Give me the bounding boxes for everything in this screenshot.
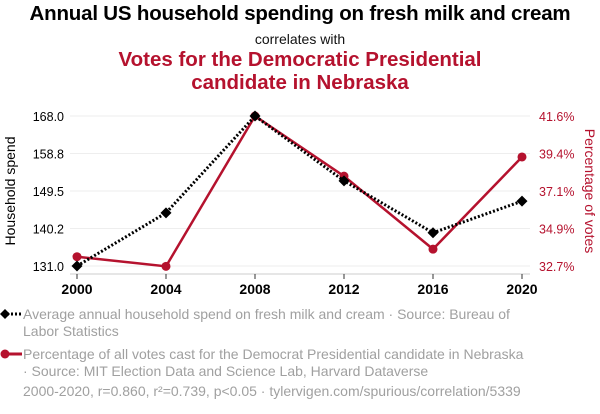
legend-text-percentage-votes: Percentage of all votes cast for the Dem…	[23, 346, 563, 380]
left-axis-ticks: 131.0 140.2 149.5 158.8 168.0	[33, 110, 64, 274]
chart-title-secondary-line1: Votes for the Democratic Presidential	[118, 48, 482, 71]
series-group	[71, 110, 528, 272]
right-axis-ticks: 32.7% 34.9% 37.1% 39.4% 41.6%	[539, 110, 574, 274]
left-tick-label: 158.8	[33, 148, 64, 162]
x-tick-label: 2020	[506, 281, 537, 297]
data-point-household-spend	[71, 260, 83, 272]
series-line-percentage-votes	[76, 114, 523, 268]
data-point-household-spend	[338, 175, 350, 187]
left-tick-label: 149.5	[33, 185, 64, 199]
left-tick-label: 131.0	[33, 260, 64, 274]
series-line-household-spend	[76, 113, 523, 268]
footer-stats: 2000-2020, r=0.860, r²=0.739, p<0.05 · t…	[23, 383, 521, 399]
legend-text-line: Percentage of all votes cast for the Dem…	[23, 346, 524, 362]
data-point-percentage-votes	[428, 244, 438, 254]
x-axis: 2000 2004 2008 2012 2016 2020	[61, 273, 538, 297]
data-point-household-spend	[249, 110, 261, 122]
x-tick-label: 2012	[328, 281, 359, 297]
line-chart: 131.0 140.2 149.5 158.8 168.0 32.7% 34.9% 37.1…	[2, 110, 598, 297]
x-tick-label: 2004	[150, 281, 181, 297]
left-axis-label: Household spend	[2, 137, 18, 246]
chart-subtitle: correlates with	[254, 31, 346, 47]
x-tick-label: 2000	[61, 281, 92, 297]
data-point-percentage-votes	[161, 261, 171, 271]
right-tick-label: 41.6%	[539, 110, 574, 124]
right-axis-label: Percentage of votes	[582, 129, 598, 254]
legend-text-household-spend: Average annual household spend on fresh …	[23, 306, 563, 340]
gridlines	[70, 115, 530, 267]
left-tick-label: 140.2	[33, 223, 64, 237]
data-point-household-spend	[516, 195, 528, 207]
data-point-percentage-votes	[517, 152, 527, 162]
left-tick-label: 168.0	[33, 110, 64, 124]
x-tick-label: 2016	[417, 281, 448, 297]
right-tick-label: 32.7%	[539, 260, 574, 274]
data-point-household-spend	[160, 207, 172, 219]
x-tick-label: 2008	[239, 281, 270, 297]
right-tick-label: 34.9%	[539, 223, 574, 237]
data-point-household-spend	[427, 227, 439, 239]
dotted-line-diamond-icon	[0, 309, 22, 319]
data-point-percentage-votes	[72, 252, 82, 262]
chart-title-secondary: Votes for the Democratic Presidential ca…	[0, 48, 600, 94]
chart-title: Annual US household spending on fresh mi…	[29, 2, 571, 25]
legend-text-line: Average annual household spend on fresh …	[23, 306, 510, 322]
legend-text-line: Labor Statistics	[23, 323, 119, 339]
chart-title-secondary-line2: candidate in Nebraska	[191, 71, 409, 94]
legend-text-line: · Source: MIT Election Data and Science …	[23, 363, 429, 379]
right-tick-label: 37.1%	[539, 185, 574, 199]
solid-line-circle-icon	[0, 349, 22, 359]
right-tick-label: 39.4%	[539, 148, 574, 162]
